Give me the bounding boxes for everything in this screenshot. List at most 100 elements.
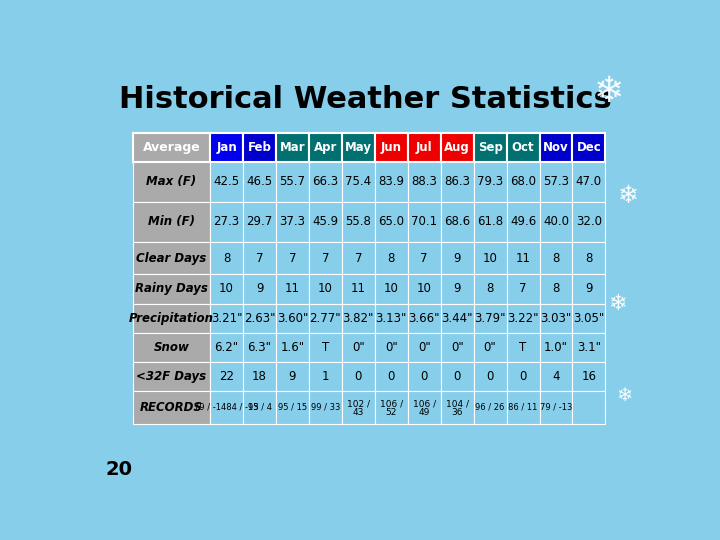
Text: 8: 8: [585, 252, 593, 265]
Text: 11: 11: [351, 282, 366, 295]
Bar: [243, 333, 276, 362]
Bar: [132, 162, 210, 202]
Text: 106 /: 106 /: [379, 399, 403, 408]
Bar: [474, 202, 507, 242]
Bar: [408, 132, 441, 162]
Bar: [474, 333, 507, 362]
Bar: [342, 392, 375, 423]
Bar: [309, 362, 342, 392]
Text: 61.8: 61.8: [477, 215, 503, 228]
Text: 1.6": 1.6": [280, 341, 305, 354]
Text: 0": 0": [484, 341, 497, 354]
Bar: [507, 242, 539, 274]
Text: 0: 0: [355, 370, 362, 383]
Bar: [474, 362, 507, 392]
Bar: [408, 202, 441, 242]
Bar: [309, 303, 342, 333]
Text: 3.1": 3.1": [577, 341, 601, 354]
Bar: [132, 362, 210, 392]
Bar: [441, 362, 474, 392]
Text: Dec: Dec: [577, 141, 601, 154]
Bar: [342, 333, 375, 362]
Bar: [243, 162, 276, 202]
Text: 9: 9: [585, 282, 593, 295]
Bar: [132, 242, 210, 274]
Bar: [572, 202, 606, 242]
Bar: [408, 274, 441, 303]
Bar: [572, 274, 606, 303]
Bar: [276, 303, 309, 333]
Bar: [375, 242, 408, 274]
Bar: [210, 132, 243, 162]
Text: 7: 7: [322, 252, 329, 265]
Text: 95 / 15: 95 / 15: [278, 403, 307, 412]
Text: 43: 43: [353, 408, 364, 417]
Text: 93 / 4: 93 / 4: [248, 403, 271, 412]
Text: 55.7: 55.7: [279, 176, 305, 188]
Bar: [210, 362, 243, 392]
Bar: [507, 362, 539, 392]
Text: 3.03": 3.03": [540, 312, 572, 325]
Bar: [474, 132, 507, 162]
Text: 7: 7: [354, 252, 362, 265]
Bar: [474, 162, 507, 202]
Text: 10: 10: [318, 282, 333, 295]
Bar: [276, 274, 309, 303]
Bar: [132, 202, 210, 242]
Bar: [441, 392, 474, 423]
Text: 65.0: 65.0: [378, 215, 405, 228]
Bar: [507, 202, 539, 242]
Text: Mar: Mar: [279, 141, 305, 154]
Bar: [243, 274, 276, 303]
Text: Average: Average: [143, 141, 200, 154]
Bar: [441, 303, 474, 333]
Text: 10: 10: [219, 282, 234, 295]
Text: 37.3: 37.3: [279, 215, 305, 228]
Bar: [342, 202, 375, 242]
Bar: [474, 303, 507, 333]
Text: 9: 9: [256, 282, 264, 295]
Text: 20: 20: [106, 460, 132, 478]
Bar: [243, 202, 276, 242]
Text: 16: 16: [582, 370, 596, 383]
Bar: [507, 162, 539, 202]
Text: 10: 10: [482, 252, 498, 265]
Text: T: T: [519, 341, 526, 354]
Text: 7: 7: [420, 252, 428, 265]
Text: Oct: Oct: [512, 141, 534, 154]
Text: 106 /: 106 /: [413, 399, 436, 408]
Text: 79 / -1484 / -15: 79 / -1484 / -15: [194, 403, 259, 412]
Text: 99 / 33: 99 / 33: [311, 403, 340, 412]
Text: 75.4: 75.4: [346, 176, 372, 188]
Bar: [342, 362, 375, 392]
Bar: [375, 202, 408, 242]
Bar: [309, 162, 342, 202]
Bar: [210, 162, 243, 202]
Bar: [243, 303, 276, 333]
Bar: [572, 132, 606, 162]
Bar: [132, 303, 210, 333]
Text: Jun: Jun: [381, 141, 402, 154]
Text: 68.0: 68.0: [510, 176, 536, 188]
Bar: [309, 392, 342, 423]
Bar: [276, 132, 309, 162]
Text: 8: 8: [387, 252, 395, 265]
Bar: [210, 242, 243, 274]
Text: 10: 10: [384, 282, 399, 295]
Bar: [375, 303, 408, 333]
Text: 3.05": 3.05": [573, 312, 605, 325]
Bar: [243, 132, 276, 162]
Bar: [342, 303, 375, 333]
Text: Min (F): Min (F): [148, 215, 195, 228]
Bar: [539, 392, 572, 423]
Text: 42.5: 42.5: [214, 176, 240, 188]
Text: 7: 7: [519, 282, 527, 295]
Bar: [572, 392, 606, 423]
Text: 0": 0": [451, 341, 464, 354]
Text: 8: 8: [552, 252, 559, 265]
Text: 86 / 11: 86 / 11: [508, 403, 538, 412]
Text: 2.77": 2.77": [310, 312, 341, 325]
Text: 2.63": 2.63": [244, 312, 275, 325]
Bar: [572, 162, 606, 202]
Text: 70.1: 70.1: [411, 215, 437, 228]
